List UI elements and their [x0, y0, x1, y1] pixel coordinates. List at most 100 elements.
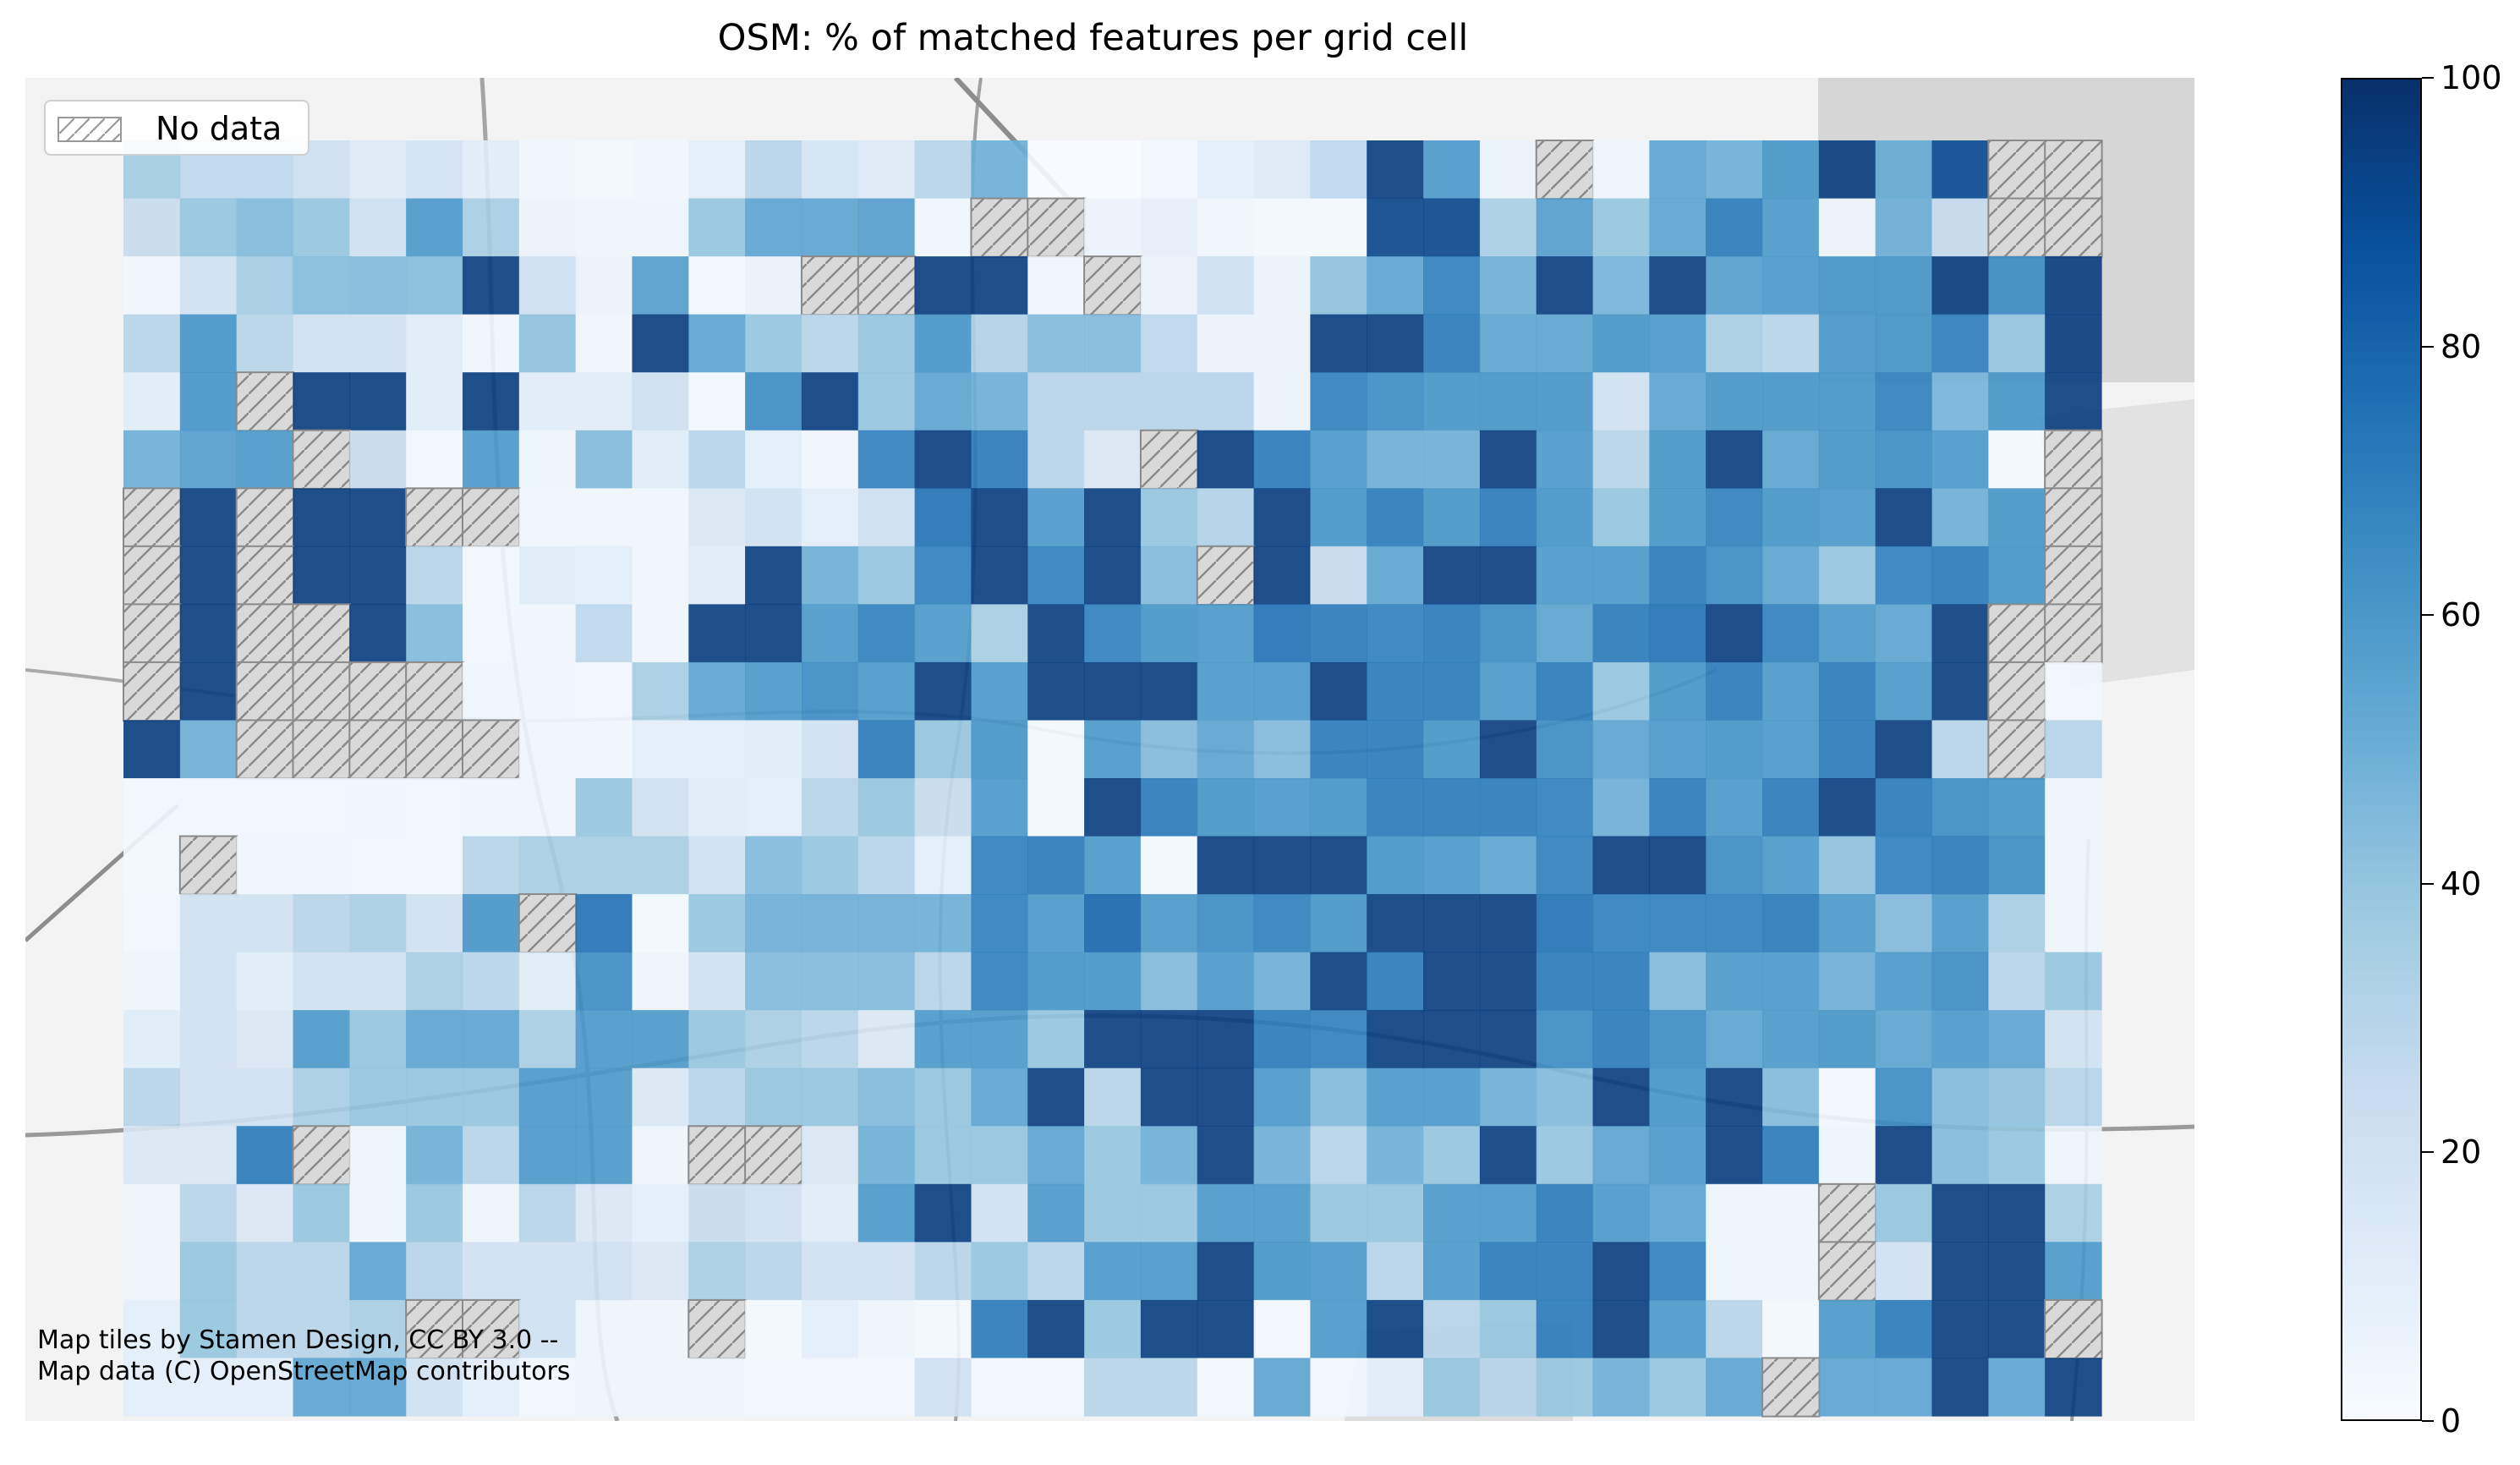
grid-cell	[349, 140, 407, 200]
grid-cell	[688, 720, 746, 779]
grid-cell	[632, 1358, 689, 1417]
grid-cell	[1197, 314, 1255, 373]
grid-cell	[1367, 372, 1424, 431]
grid-cell	[1931, 1242, 1989, 1301]
grid-cell	[1253, 1358, 1311, 1417]
grid-cell	[1197, 1299, 1255, 1359]
grid-cell	[1592, 198, 1650, 257]
grid-cell	[914, 488, 972, 547]
grid-cell	[1367, 720, 1424, 779]
grid-cell	[1762, 198, 1820, 257]
grid-cell	[575, 198, 633, 257]
grid-cell	[1536, 1242, 1594, 1301]
grid-cell	[1649, 372, 1706, 431]
grid-cell	[914, 140, 972, 200]
grid-cell	[293, 1010, 350, 1069]
grid-cell	[1423, 952, 1481, 1011]
colorbar	[2341, 78, 2422, 1421]
grid-cell	[1140, 1242, 1198, 1301]
grid-cell	[349, 778, 407, 837]
grid-cell	[914, 1299, 972, 1359]
grid-cell	[1367, 894, 1424, 953]
grid-cell	[745, 1010, 803, 1069]
grid-cell	[1027, 894, 1085, 953]
grid-cell	[1253, 256, 1311, 315]
colorbar-tick	[2422, 614, 2434, 617]
grid-cell	[462, 952, 520, 1011]
grid-cell	[1875, 372, 1933, 431]
grid-cell	[1536, 778, 1594, 837]
grid-cell	[971, 604, 1028, 663]
no-data-cell	[123, 487, 182, 548]
grid-cell	[2045, 314, 2102, 373]
grid-cell	[575, 488, 633, 547]
grid-cell	[1706, 488, 1763, 547]
grid-cell	[1197, 778, 1255, 837]
grid-cell	[1253, 661, 1311, 722]
no-data-cell	[405, 661, 464, 722]
grid-cell	[857, 1299, 916, 1359]
grid-cell	[632, 1126, 689, 1185]
grid-cell	[575, 1183, 633, 1243]
no-data-cell	[405, 719, 464, 780]
grid-cell	[406, 1242, 463, 1301]
grid-cell	[179, 1299, 238, 1359]
grid-cell	[971, 1299, 1028, 1359]
grid-cell	[1592, 1358, 1650, 1417]
grid-cell	[1253, 778, 1311, 837]
grid-cell	[575, 778, 633, 837]
grid-cell	[971, 952, 1028, 1011]
no-data-cell	[744, 1125, 803, 1186]
no-data-cell	[235, 719, 295, 780]
grid-cell	[123, 720, 181, 779]
grid-cell	[462, 256, 520, 315]
grid-cell	[349, 1242, 407, 1301]
grid-cell	[1649, 720, 1706, 779]
grid-cell	[857, 372, 916, 431]
grid-cell	[236, 314, 294, 373]
grid-cell	[518, 1299, 577, 1359]
grid-cell	[1197, 604, 1255, 663]
grid-cell	[1253, 372, 1311, 431]
grid-cell	[1197, 140, 1255, 200]
grid-cell	[1140, 952, 1198, 1011]
grid-cell	[1875, 1299, 1933, 1359]
grid-cell	[1649, 1242, 1706, 1301]
grid-cell	[1253, 836, 1311, 895]
grid-cell	[1367, 1358, 1424, 1417]
no-data-cell	[1987, 661, 2046, 722]
grid-cell	[632, 1067, 689, 1127]
no-data-cell	[1987, 603, 2046, 664]
grid-cell	[1988, 1126, 2046, 1185]
grid-cell	[1310, 1183, 1367, 1243]
grid-cell	[575, 894, 633, 953]
grid-cell	[971, 140, 1028, 200]
grid-cell	[857, 836, 916, 895]
no-data-cell	[461, 1298, 521, 1360]
grid-cell	[1762, 1010, 1820, 1069]
grid-cell	[971, 1183, 1028, 1243]
grid-cell	[179, 488, 238, 547]
grid-cell	[1762, 1067, 1820, 1127]
grid-cell	[293, 372, 350, 431]
grid-cell	[1310, 952, 1367, 1011]
grid-cell	[1649, 1010, 1706, 1069]
grid-cell	[632, 488, 689, 547]
grid-cell	[462, 1183, 520, 1243]
grid-cell	[1140, 314, 1198, 373]
grid-cell	[1875, 1010, 1933, 1069]
grid-cell	[1931, 1126, 1989, 1185]
grid-cell	[632, 140, 689, 200]
grid-cell	[518, 1067, 577, 1127]
grid-cell	[1310, 140, 1367, 200]
grid-cell	[518, 952, 577, 1011]
grid-cell	[801, 546, 859, 605]
grid-cell	[688, 604, 746, 663]
grid-cell	[914, 604, 972, 663]
grid-cell	[518, 198, 577, 257]
no-data-cell	[518, 893, 578, 954]
grid-cell	[1762, 546, 1820, 605]
grid-cell	[1423, 140, 1481, 200]
grid-cell	[632, 198, 689, 257]
grid-cell	[1479, 372, 1537, 431]
